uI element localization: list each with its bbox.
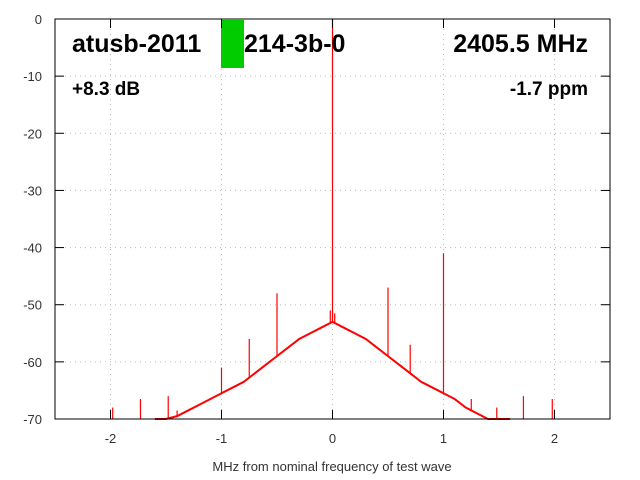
y-tick-label: -40 [23,241,42,256]
y-tick-label: -70 [23,412,42,427]
plot-area [55,18,610,420]
y-tick-label: -30 [23,183,42,198]
x-tick-label: 0 [329,431,336,446]
frequency: 2405.5 MHz [453,30,588,58]
x-tick-label: -2 [105,431,117,446]
redaction-box [221,19,244,68]
x-tick-label: -1 [216,431,228,446]
y-tick-label: -60 [23,355,42,370]
y-tick-label: 0 [35,12,42,27]
x-tick-label: 1 [440,431,447,446]
y-tick-label: -10 [23,69,42,84]
gain: +8.3 dB [72,79,140,100]
spectrum-line [154,320,511,420]
x-tick-label: 2 [551,431,558,446]
ppm-offset: -1.7 ppm [510,79,588,100]
y-tick-label: -20 [23,126,42,141]
device-name: atusb-2011 [72,30,201,58]
device-name-suffix: 214-3b-0 [244,30,345,58]
x-axis-label: MHz from nominal frequency of test wave [212,459,451,474]
y-tick-label: -50 [23,298,42,313]
